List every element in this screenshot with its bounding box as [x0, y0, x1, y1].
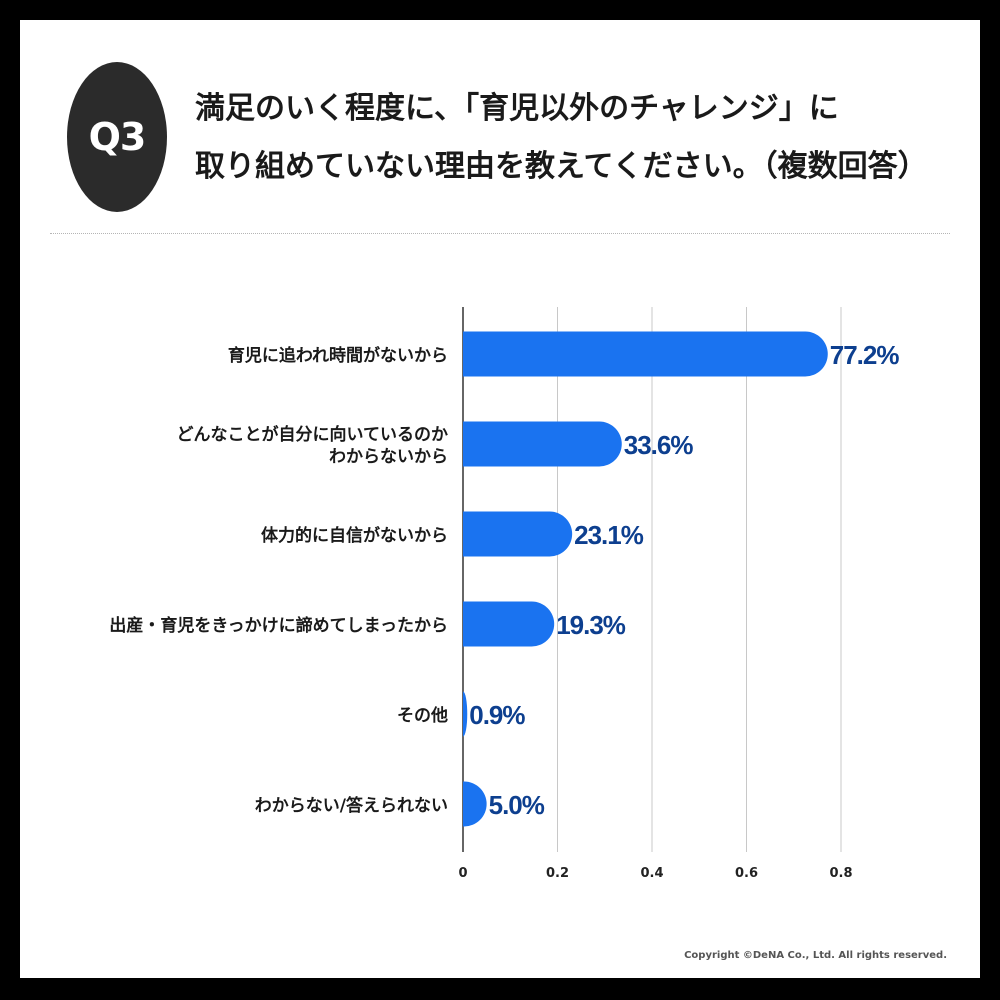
divider [50, 233, 950, 234]
category-label: 体力的に自信がないから [261, 525, 448, 546]
category-label: どんなことが自分に向いているのか [177, 424, 449, 445]
category-label: わからない/答えられない [255, 795, 448, 816]
value-label: 5.0% [489, 790, 545, 820]
x-tick-label: 0 [458, 866, 467, 881]
value-label: 33.6% [624, 430, 694, 460]
question-line-1: 満足のいく程度に、「育児以外のチャレンジ」に [195, 91, 839, 126]
bar [463, 511, 573, 557]
bar [463, 331, 828, 377]
x-tick-label: 0.8 [829, 866, 852, 881]
bar [463, 691, 468, 737]
question-badge: Q3 [67, 62, 167, 212]
bar [463, 601, 555, 647]
question-title: 満足のいく程度に、「育児以外のチャレンジ」に 取り組めていない理由を教えてくださ… [195, 80, 955, 196]
category-label: その他 [397, 705, 448, 726]
copyright-notice: Copyright ©DeNA Co., Ltd. All rights res… [684, 950, 947, 961]
x-tick-label: 0.2 [546, 866, 569, 881]
category-label: 育児に追われ時間がないから [228, 345, 448, 366]
value-label: 23.1% [574, 520, 644, 550]
x-tick-label: 0.4 [640, 866, 663, 881]
value-label: 77.2% [830, 340, 900, 370]
bar [463, 781, 487, 827]
value-label: 0.9% [469, 700, 525, 730]
category-label: わからないから [329, 447, 448, 467]
bar [463, 421, 622, 467]
category-label: 出産・育児をきっかけに諦めてしまったから [109, 615, 448, 636]
question-line-2: 取り組めていない理由を教えてください。（複数回答） [195, 149, 928, 184]
chart-card [20, 20, 980, 978]
x-tick-label: 0.6 [735, 866, 758, 881]
question-number: Q3 [88, 115, 147, 159]
value-label: 19.3% [556, 610, 626, 640]
